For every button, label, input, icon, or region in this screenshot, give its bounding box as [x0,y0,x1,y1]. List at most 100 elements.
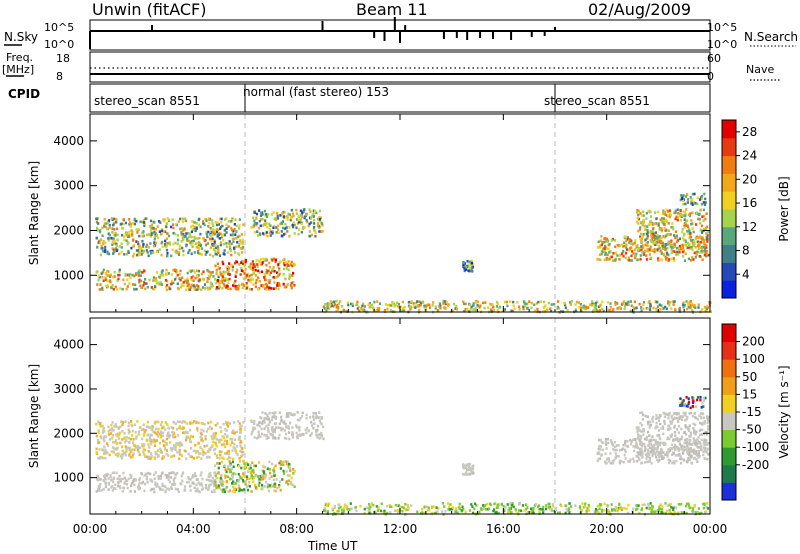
power-echo-cell [160,283,163,286]
power-echo-cell [377,308,380,312]
power-echo-cell [268,286,271,289]
power-echo-cell [253,265,256,268]
power-echo-cell [187,239,190,243]
power-echo-cell [254,268,257,272]
power-echo-cell [207,225,210,228]
power-echo-cell [188,269,191,272]
velocity-echo-cell [470,503,473,506]
power-echo-cell [261,284,265,288]
power-echo-cell [682,210,685,214]
power-echo-cell [122,222,125,226]
power-echo-cell [231,265,234,269]
velocity-echo-cell [702,405,705,408]
power-echo-cell [622,302,625,306]
velocity-echo-cell [507,508,510,512]
power-echo-cell [536,307,539,311]
power-echo-cell [194,242,197,245]
velocity-echo-cell [657,509,661,512]
power-echo-cell [228,277,231,281]
velocity-echo-cell [508,506,511,510]
velocity-echo-cell [283,420,286,423]
power-echo-cell [443,305,446,309]
velocity-colorbar-swatch [722,412,736,431]
velocity-echo-cell [600,508,604,512]
velocity-echo-cell [706,421,709,425]
power-echo-cell [239,241,243,245]
velocity-echo-cell [649,423,653,427]
power-echo-cell [245,274,248,277]
power-echo-cell [312,212,315,215]
power-echo-cell [233,237,236,240]
power-echo-cell [293,223,296,227]
velocity-echo-cell [250,419,253,422]
power-echo-cell [363,305,366,308]
power-echo-cell [293,284,296,287]
power-echo-cell [181,246,184,250]
power-echo-cell [120,222,123,226]
power-echo-cell [219,241,223,244]
velocity-echo-cell [638,458,641,461]
velocity-echo-cell [116,432,119,436]
power-echo-cell [258,209,261,212]
velocity-echo-cell [134,479,137,482]
velocity-echo-cell [232,465,235,469]
velocity-echo-cell [651,417,654,421]
velocity-echo-cell [126,486,129,490]
power-echo-cell [703,247,706,251]
velocity-echo-cell [564,511,567,515]
power-echo-cell [692,258,695,261]
velocity-echo-cell [234,472,237,476]
power-echo-cell [150,233,153,236]
velocity-echo-cell [145,425,149,428]
velocity-echo-cell [226,450,229,454]
power-echo-cell [155,271,159,274]
power-echo-cell [431,303,434,307]
power-echo-cell [287,268,290,272]
velocity-echo-cell [641,413,645,417]
power-echo-cell [215,270,218,274]
velocity-echo-cell [119,425,122,429]
velocity-echo-cell [183,485,187,488]
velocity-echo-cell [231,441,234,444]
power-echo-cell [254,262,257,266]
power-echo-cell [274,260,277,263]
velocity-echo-cell [150,428,153,432]
power-echo-cell [212,231,216,235]
power-echo-cell [103,218,106,221]
power-echo-cell [106,250,109,254]
velocity-echo-cell [200,421,203,425]
velocity-colorbar-swatch [722,447,736,466]
power-echo-cell [633,254,637,257]
velocity-echo-cell [204,435,207,438]
velocity-echo-cell [636,455,639,458]
velocity-echo-cell [187,452,190,456]
velocity-echo-cell [261,422,264,425]
velocity-echo-cell [263,477,266,480]
power-echo-cell [124,233,127,236]
velocity-echo-cell [680,511,683,514]
power-echo-cell [203,223,206,227]
velocity-echo-cell [638,434,641,438]
power-echo-cell [654,237,657,241]
power-echo-cell [162,230,165,233]
velocity-echo-cell [607,512,610,515]
power-echo-cell [610,239,613,242]
power-echo-cell [652,236,655,239]
velocity-echo-cell [111,489,114,492]
velocity-echo-cell [225,452,228,455]
power-echo-cell [649,215,653,218]
velocity-echo-cell [257,433,260,436]
velocity-echo-cell [705,439,708,442]
power-echo-cell [611,309,614,313]
velocity-echo-cell [693,456,696,460]
velocity-echo-cell [686,426,689,429]
power-echo-cell [166,254,169,258]
velocity-echo-cell [137,487,140,491]
power-echo-cell [208,287,211,290]
power-echo-cell [132,283,135,286]
power-echo-cell [670,257,673,261]
power-echo-cell [161,228,164,231]
velocity-echo-cell [686,444,689,447]
power-echo-cell [122,278,125,282]
velocity-echo-cell [318,419,321,423]
